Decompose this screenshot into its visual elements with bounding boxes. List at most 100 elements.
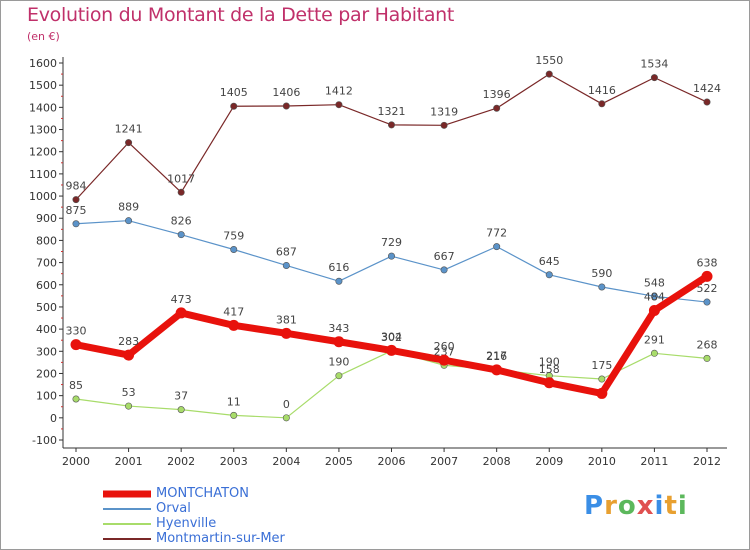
data-point bbox=[280, 327, 292, 339]
data-label: 1416 bbox=[588, 84, 616, 97]
data-point bbox=[650, 349, 658, 357]
data-point bbox=[438, 354, 450, 366]
data-point bbox=[545, 70, 553, 78]
data-label: 283 bbox=[118, 335, 139, 348]
data-point bbox=[333, 336, 345, 348]
data-label: 1412 bbox=[325, 85, 353, 98]
logo-letter: t bbox=[664, 491, 678, 521]
data-label: 667 bbox=[434, 250, 455, 263]
y-tick-label: 1200 bbox=[29, 146, 57, 159]
data-point bbox=[440, 266, 448, 274]
data-label: 268 bbox=[697, 338, 718, 351]
data-point bbox=[598, 283, 606, 291]
x-tick-label: 2003 bbox=[220, 455, 248, 468]
x-tick-label: 2007 bbox=[430, 455, 458, 468]
x-tick-label: 2001 bbox=[115, 455, 143, 468]
y-tick-label: 0 bbox=[50, 412, 57, 425]
data-point bbox=[703, 354, 711, 362]
data-label: 729 bbox=[381, 236, 402, 249]
logo-letter: r bbox=[604, 491, 618, 521]
data-point bbox=[230, 102, 238, 110]
data-label: 548 bbox=[644, 276, 665, 289]
data-label: 875 bbox=[66, 204, 87, 217]
y-tick-label: 1000 bbox=[29, 190, 57, 203]
x-tick-label: 2008 bbox=[483, 455, 511, 468]
data-point bbox=[386, 344, 397, 356]
data-label: 190 bbox=[539, 356, 560, 369]
data-point bbox=[387, 252, 395, 260]
data-label: 0 bbox=[283, 398, 290, 411]
data-point bbox=[335, 101, 343, 109]
data-label: 158 bbox=[539, 363, 560, 376]
data-point bbox=[125, 217, 133, 225]
data-point bbox=[123, 349, 135, 361]
data-label: 1396 bbox=[483, 88, 511, 101]
data-label: 85 bbox=[69, 379, 83, 392]
data-label: 175 bbox=[591, 359, 612, 372]
data-point bbox=[72, 395, 80, 403]
data-point bbox=[650, 74, 658, 82]
data-label: 1241 bbox=[115, 123, 143, 136]
data-point bbox=[335, 277, 343, 285]
data-label: 330 bbox=[66, 325, 87, 338]
data-label: 522 bbox=[697, 282, 718, 295]
legend-item-label: Orval bbox=[156, 501, 191, 516]
data-point bbox=[125, 139, 133, 147]
data-point bbox=[282, 261, 290, 269]
data-point bbox=[598, 375, 606, 383]
data-point bbox=[543, 377, 555, 389]
y-tick-label: 400 bbox=[36, 323, 57, 336]
y-tick-label: 600 bbox=[36, 279, 57, 292]
x-tick-label: 2012 bbox=[693, 455, 721, 468]
data-label: 1405 bbox=[220, 86, 248, 99]
data-point bbox=[701, 270, 713, 282]
data-point bbox=[703, 98, 711, 106]
data-label: 237 bbox=[434, 345, 455, 358]
data-point bbox=[177, 188, 185, 196]
data-label: 1406 bbox=[272, 86, 300, 99]
data-label: 616 bbox=[328, 261, 349, 274]
x-tick-label: 2011 bbox=[640, 455, 668, 468]
data-label: 11 bbox=[227, 395, 241, 408]
x-tick-label: 2002 bbox=[167, 455, 195, 468]
x-tick-label: 2000 bbox=[62, 455, 90, 468]
x-tick-label: 2005 bbox=[325, 455, 353, 468]
data-label: 638 bbox=[697, 256, 718, 269]
x-tick-label: 2009 bbox=[535, 455, 563, 468]
legend-item-label: MONTCHATON bbox=[156, 486, 249, 501]
y-tick-label: 1100 bbox=[29, 168, 57, 181]
data-point bbox=[491, 364, 503, 376]
data-point bbox=[282, 414, 290, 422]
x-tick-label: 2010 bbox=[588, 455, 616, 468]
data-label: 1534 bbox=[640, 58, 668, 71]
data-point bbox=[72, 196, 80, 204]
unit-label: (en €) bbox=[27, 30, 60, 43]
data-point bbox=[648, 304, 660, 316]
data-label: 826 bbox=[171, 215, 192, 228]
data-label: 889 bbox=[118, 201, 139, 214]
data-label: 590 bbox=[591, 267, 612, 280]
data-point bbox=[545, 271, 553, 279]
data-label: 190 bbox=[328, 356, 349, 369]
data-point bbox=[230, 411, 238, 419]
data-point bbox=[493, 243, 501, 251]
data-label: 687 bbox=[276, 245, 297, 258]
data-label: 484 bbox=[644, 290, 665, 303]
data-label: 759 bbox=[223, 230, 244, 243]
data-label: 1550 bbox=[535, 54, 563, 67]
y-tick-label: 200 bbox=[36, 367, 57, 380]
data-label: 304 bbox=[381, 330, 402, 343]
data-point bbox=[177, 406, 185, 414]
series-line-hyenville bbox=[75, 350, 708, 419]
data-point bbox=[70, 339, 82, 351]
data-label: 1017 bbox=[167, 172, 195, 185]
data-label: 260 bbox=[434, 340, 455, 353]
data-label: 343 bbox=[328, 322, 349, 335]
proxiti-logo: Proxiti bbox=[584, 491, 688, 521]
data-point bbox=[598, 100, 606, 108]
logo-letter: x bbox=[636, 491, 655, 521]
x-tick-label: 2006 bbox=[378, 455, 406, 468]
logo-letter: o bbox=[617, 491, 637, 521]
